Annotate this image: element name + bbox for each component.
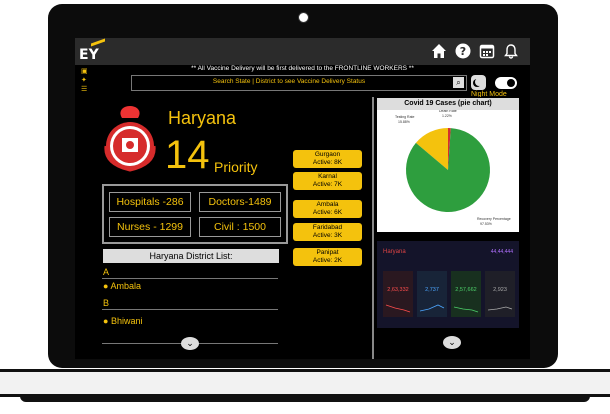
- menu-icon[interactable]: ☰: [81, 86, 88, 93]
- pie-label: Testing Rate: [395, 115, 415, 119]
- state-emblem-icon: [104, 106, 156, 172]
- district-group-letter: A: [103, 267, 110, 277]
- hospitals-stat: Hospitals -286: [109, 192, 191, 212]
- ey-logo[interactable]: EY: [79, 38, 105, 65]
- dash-recovered: 2,57,662: [455, 287, 476, 293]
- twitter-icon[interactable]: ✦: [81, 77, 87, 84]
- stats-panel: Hospitals -286 Doctors-1489 Nurses - 129…: [102, 184, 288, 244]
- divider: [102, 309, 278, 310]
- pie-label: Recovery Percentage: [477, 217, 511, 221]
- district-button-karnal[interactable]: Karnal Active: 7K: [293, 172, 362, 190]
- dash-state: Haryana: [383, 249, 406, 255]
- svg-text:?: ?: [460, 45, 466, 58]
- pie-label: Death Rate: [439, 110, 457, 113]
- pie-slice[interactable]: [415, 128, 448, 170]
- priority-label: Priority: [214, 159, 258, 175]
- civil-stat: Civil : 1500: [199, 217, 281, 237]
- covid-dashboard-card: Haryana 44,44,444 2,63,332 2,737 2,57,66…: [377, 241, 519, 328]
- home-icon[interactable]: [430, 41, 448, 61]
- dash-confirmed: 2,63,332: [387, 287, 408, 293]
- moon-icon[interactable]: [471, 75, 486, 90]
- pie-value-label: 1.22%: [442, 114, 452, 118]
- contact-icon[interactable]: ▣: [81, 68, 88, 75]
- search-bar[interactable]: Search State | District to see Vaccine D…: [131, 75, 467, 91]
- district-button-ambala[interactable]: Ambala Active: 6K: [293, 200, 362, 218]
- top-bar: EY ?: [75, 38, 530, 65]
- doctors-stat: Doctors-1489: [199, 192, 281, 212]
- chart-title: Covid 19 Cases (pie chart): [377, 98, 519, 110]
- search-icon[interactable]: ⌕: [453, 77, 464, 88]
- district-list-item[interactable]: ● Ambala: [103, 281, 141, 291]
- district-button-panipat[interactable]: Panipat Active: 2K: [293, 248, 362, 266]
- dash-deceased: 2,923: [493, 287, 507, 293]
- divider: [102, 278, 278, 279]
- pie-slice[interactable]: [406, 128, 490, 212]
- laptop-base-edge: [20, 396, 590, 402]
- dash-total: 44,44,444: [491, 249, 513, 255]
- pie-chart-card: Covid 19 Cases (pie chart) Testing Rate 1…: [377, 98, 519, 232]
- district-list-header: Haryana District List:: [103, 249, 279, 263]
- bell-icon[interactable]: [502, 41, 520, 61]
- dashboard-figure: Haryana 44,44,444 2,63,332 2,737 2,57,66…: [383, 249, 515, 317]
- social-links: ▣ ✦ ☰: [81, 68, 95, 96]
- pie-value-label: 97.53%: [480, 222, 492, 226]
- header-icons: ?: [430, 41, 520, 61]
- night-mode-label: Night Mode: [471, 91, 507, 98]
- state-title: Haryana: [168, 108, 237, 128]
- calendar-icon[interactable]: [478, 41, 496, 61]
- chevron-down-icon[interactable]: ⌄: [443, 336, 461, 349]
- pie-slice[interactable]: [448, 128, 451, 170]
- district-button-gurgaon[interactable]: Gurgaon Active: 8K: [293, 150, 362, 168]
- help-icon[interactable]: ?: [454, 41, 472, 61]
- app-screen: EY ? ** All Vaccine Delivery will be fir…: [75, 38, 530, 359]
- laptop-base: [0, 369, 610, 397]
- announcement-banner: ** All Vaccine Delivery will be first de…: [191, 65, 414, 72]
- chevron-down-icon[interactable]: ⌄: [181, 337, 199, 350]
- district-list-item[interactable]: ● Bhiwani: [103, 316, 143, 326]
- district-group-letter: B: [103, 298, 110, 308]
- night-mode-toggle[interactable]: [495, 77, 517, 89]
- nurses-stat: Nurses - 1299: [109, 217, 191, 237]
- webcam: [298, 12, 309, 23]
- pie-value-label: 15.88%: [398, 120, 410, 124]
- dash-active: 2,737: [425, 287, 439, 293]
- search-input[interactable]: Search State | District to see Vaccine D…: [212, 78, 366, 85]
- priority-number: 14: [165, 133, 210, 177]
- district-button-faridabad[interactable]: Faridabad Active: 3K: [293, 223, 362, 241]
